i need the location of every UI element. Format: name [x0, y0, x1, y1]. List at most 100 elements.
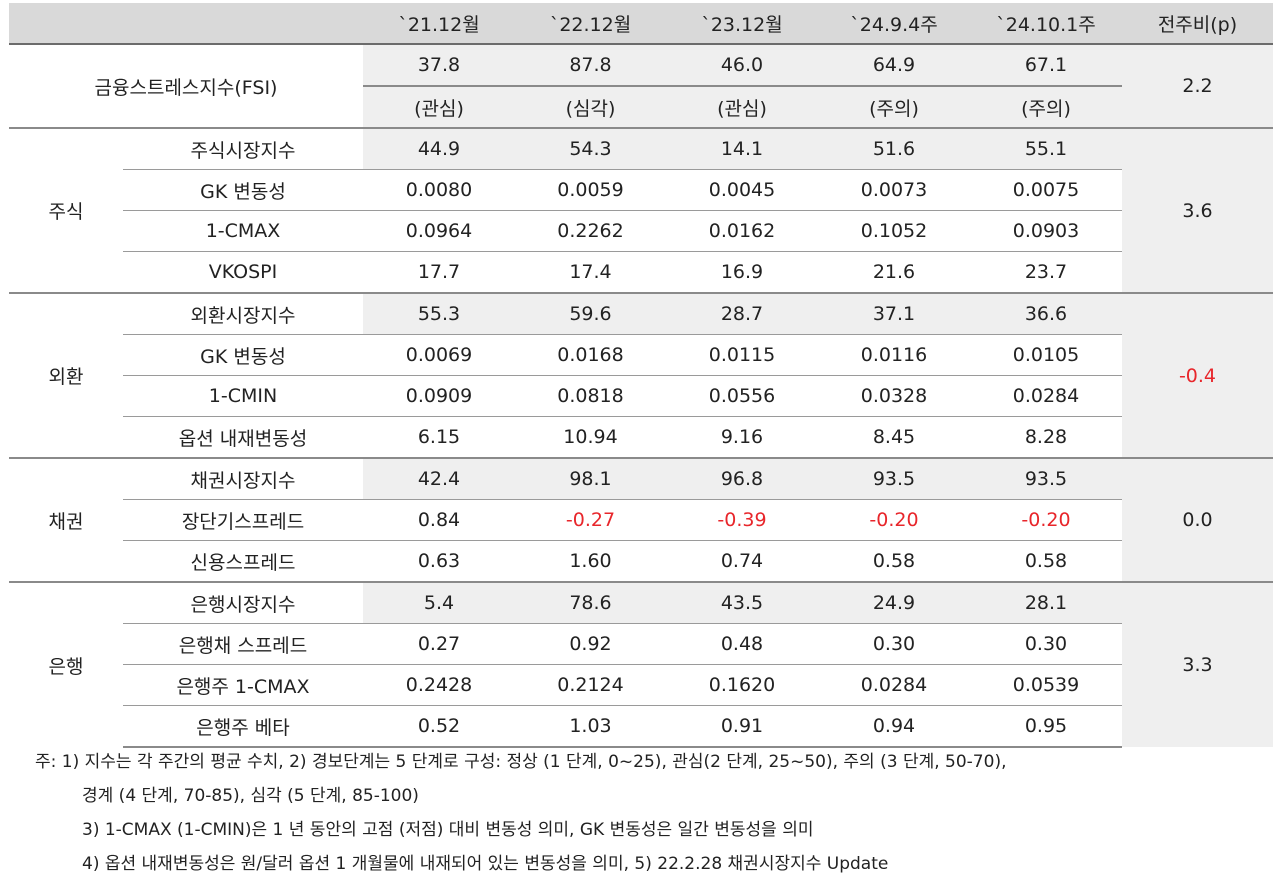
cell-value: 0.58 — [818, 540, 970, 582]
cell-value: 0.74 — [666, 540, 818, 582]
cell-value: 14.1 — [666, 127, 818, 170]
cell-value: 0.0075 — [970, 169, 1122, 211]
row-label: 채권시장지수 — [123, 457, 363, 500]
row-label: 은행채 스프레드 — [123, 623, 363, 665]
header-col-change: 전주비(p) — [1122, 3, 1273, 45]
cell-value: 0.0168 — [515, 334, 666, 376]
cell-value: 54.3 — [515, 127, 666, 170]
row-label: 외환시장지수 — [123, 292, 363, 335]
cell-value: 0.2124 — [515, 664, 666, 706]
fsi-level: (관심) — [363, 85, 515, 128]
row-label: 1-CMAX — [123, 210, 363, 252]
table-row: 신용스프레드 0.63 1.60 0.74 0.58 0.58 — [9, 540, 1273, 582]
cell-value: 0.2428 — [363, 664, 515, 706]
cell-value: 44.9 — [363, 127, 515, 170]
cell-value: 0.0539 — [970, 664, 1122, 706]
header-blank — [9, 3, 363, 45]
cell-value: 21.6 — [818, 251, 970, 293]
cell-value: 24.9 — [818, 581, 970, 624]
fsi-value-row: 금융스트레스지수(FSI) 37.8 87.8 46.0 64.9 67.1 2… — [9, 44, 1273, 128]
cell-value: 8.45 — [818, 416, 970, 458]
group-change: 3.3 — [1122, 581, 1273, 747]
cell-value: 0.95 — [970, 705, 1122, 748]
cell-value: 0.0162 — [666, 210, 818, 252]
cell-value: 1.60 — [515, 540, 666, 582]
cell-value: 0.0045 — [666, 169, 818, 211]
table-row: VKOSPI 17.7 17.4 16.9 21.6 23.7 — [9, 251, 1273, 293]
cell-value: 0.0080 — [363, 169, 515, 211]
cell-value: 0.0964 — [363, 210, 515, 252]
cell-value: 0.63 — [363, 540, 515, 582]
table-row: 1-CMAX 0.0964 0.2262 0.0162 0.1052 0.0903 — [9, 210, 1273, 252]
cell-value: 6.15 — [363, 416, 515, 458]
cell-value: 0.84 — [363, 499, 515, 541]
cell-value: 0.58 — [970, 540, 1122, 582]
footnote-line: 경계 (4 단계, 70-85), 심각 (5 단계, 85-100) — [82, 786, 419, 806]
table-row: GK 변동성 0.0080 0.0059 0.0045 0.0073 0.0075 — [9, 169, 1273, 211]
group-change: -0.4 — [1122, 292, 1273, 458]
cell-value: 0.0105 — [970, 334, 1122, 376]
fsi-level: (관심) — [666, 85, 818, 128]
cell-value: 0.1620 — [666, 664, 818, 706]
cell-value: 0.94 — [818, 705, 970, 748]
cell-value: 0.52 — [363, 705, 515, 748]
fsi-label: 금융스트레스지수(FSI) — [94, 76, 278, 99]
cell-value: 0.0903 — [970, 210, 1122, 252]
cell-value: 59.6 — [515, 292, 666, 335]
cell-value: 0.30 — [818, 623, 970, 665]
fsi-value: 46.0 — [666, 44, 818, 86]
table-row: 장단기스프레드 0.84 -0.27 -0.39 -0.20 -0.20 — [9, 499, 1273, 541]
cell-value: 37.1 — [818, 292, 970, 335]
cell-value: 0.91 — [666, 705, 818, 748]
row-label: 신용스프레드 — [123, 540, 363, 582]
cell-value: 55.1 — [970, 127, 1122, 170]
header-row: `21.12월 `22.12월 `23.12월 `24.9.4주 `24.10.… — [9, 3, 1273, 45]
cell-value: 23.7 — [970, 251, 1122, 293]
footnote-line: 3) 1-CMAX (1-CMIN)은 1 년 동안의 고점 (저점) 대비 변… — [82, 820, 814, 840]
cell-value: 28.7 — [666, 292, 818, 335]
group-change: 0.0 — [1122, 457, 1273, 582]
cell-value: 98.1 — [515, 457, 666, 500]
cell-value: 0.0284 — [818, 664, 970, 706]
table-row: 채권 채권시장지수 42.4 98.1 96.8 93.5 93.5 0.0 — [9, 457, 1273, 582]
cell-value: 43.5 — [666, 581, 818, 624]
cell-value: 17.7 — [363, 251, 515, 293]
row-label: 옵션 내재변동성 — [123, 416, 363, 458]
group-label: 채권 — [9, 457, 123, 582]
cell-value: 93.5 — [818, 457, 970, 500]
cell-value: 0.92 — [515, 623, 666, 665]
cell-value: -0.39 — [666, 499, 818, 541]
cell-value: 0.27 — [363, 623, 515, 665]
cell-value: 0.0069 — [363, 334, 515, 376]
table-row: 1-CMIN 0.0909 0.0818 0.0556 0.0328 0.0284 — [9, 375, 1273, 417]
row-label: GK 변동성 — [123, 334, 363, 376]
row-label: 장단기스프레드 — [123, 499, 363, 541]
fsi-value: 37.8 — [363, 44, 515, 86]
fsi-change: 2.2 — [1122, 44, 1273, 128]
header-col-2: `22.12월 — [515, 3, 666, 45]
footnotes: 주: 1) 지수는 각 주간의 평균 수치, 2) 경보단계는 5 단계로 구성… — [35, 745, 1006, 881]
cell-value: -0.20 — [818, 499, 970, 541]
cell-value: 16.9 — [666, 251, 818, 293]
cell-value: 51.6 — [818, 127, 970, 170]
fsi-level: (주의) — [818, 85, 970, 128]
fsi-table: `21.12월 `22.12월 `23.12월 `24.9.4주 `24.10.… — [9, 3, 1273, 748]
cell-value: 0.2262 — [515, 210, 666, 252]
table-row: 주식 주식시장지수 44.9 54.3 14.1 51.6 55.1 3.6 — [9, 127, 1273, 293]
cell-value: 1.03 — [515, 705, 666, 748]
cell-value: 93.5 — [970, 457, 1122, 500]
row-label: 은행주 1-CMAX — [123, 664, 363, 706]
cell-value: 28.1 — [970, 581, 1122, 624]
cell-value: 5.4 — [363, 581, 515, 624]
group-label: 주식 — [9, 127, 123, 293]
cell-value: 10.94 — [515, 416, 666, 458]
table-row: 외환 외환시장지수 55.3 59.6 28.7 37.1 36.6 -0.4 — [9, 292, 1273, 458]
header-col-4: `24.9.4주 — [818, 3, 970, 45]
cell-value: 9.16 — [666, 416, 818, 458]
table-row: 은행 은행시장지수 5.4 78.6 43.5 24.9 28.1 3.3 — [9, 581, 1273, 747]
fsi-level: (심각) — [515, 85, 666, 128]
table-row: 은행주 베타 0.52 1.03 0.91 0.94 0.95 — [9, 705, 1273, 748]
row-label: 주식시장지수 — [123, 127, 363, 170]
cell-value: 0.0818 — [515, 375, 666, 417]
row-label: VKOSPI — [123, 251, 363, 293]
